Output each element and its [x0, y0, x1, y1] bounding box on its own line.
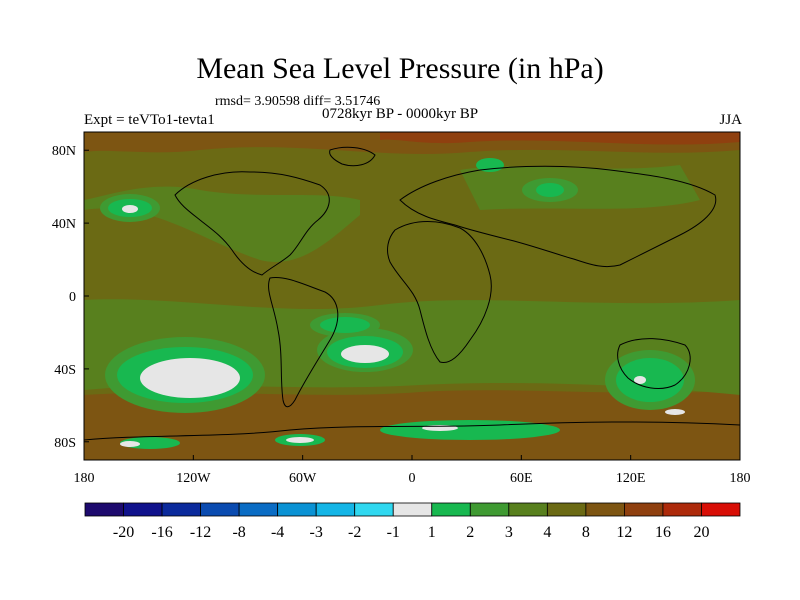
antarctica-coast [84, 421, 740, 441]
australia-coast [617, 338, 691, 389]
colorbar-box [508, 502, 548, 517]
colorbar-box [238, 502, 279, 517]
colorbar-label: -4 [271, 524, 284, 541]
patch-satlantic-core [341, 345, 389, 363]
patch-ross-core [120, 441, 140, 447]
colorbar-label: -3 [310, 524, 323, 541]
colorbar-box [431, 502, 471, 517]
coastlines [84, 146, 740, 441]
colorbar-label: 3 [505, 524, 513, 541]
colorbar-label: 4 [543, 524, 551, 541]
colorbar-label: 16 [655, 524, 671, 541]
map-area [84, 132, 740, 460]
colorbar: -20 -16 -12 -8 -4 -3 -2 -1 1 2 3 4 8 12 16 20 [84, 502, 741, 541]
colorbar-box [546, 502, 587, 517]
x-tick-label: 60W [289, 471, 317, 486]
field-asia [460, 165, 700, 210]
field-arctic-high [380, 132, 740, 145]
y-tick-label: 0 [69, 290, 76, 305]
colorbar-box [161, 502, 201, 517]
x-tick-label: 180 [730, 471, 751, 486]
y-axis: 80N 40N 0 40S 80S [52, 144, 89, 451]
patch-australia [616, 358, 684, 402]
y-tick-label: 40S [54, 363, 76, 378]
x-tick-label: 180 [74, 471, 95, 486]
x-tick-label: 120W [176, 471, 211, 486]
patch-antarctic [380, 420, 560, 440]
x-tick-label: 60E [510, 471, 533, 486]
colorbar-label: 20 [693, 524, 709, 541]
colorbar-label: 1 [428, 524, 436, 541]
greenland-coast [329, 146, 376, 167]
patch-weddell-core [286, 437, 314, 443]
stats-text: rmsd= 3.90598 diff= 3.51746 [215, 94, 381, 109]
colorbar-box [200, 502, 240, 517]
colorbar-box [354, 502, 394, 517]
colorbar-box [662, 502, 702, 517]
y-tick-label: 40N [52, 217, 76, 232]
africa-coast [387, 221, 492, 364]
patch-spacific-core [140, 358, 240, 398]
patch-australia-core [634, 376, 646, 384]
colorbar-label: -16 [151, 524, 172, 541]
x-tick-label: 120E [616, 471, 646, 486]
patch-tasman-core [665, 409, 685, 415]
colorbar-label: 12 [616, 524, 632, 541]
colorbar-box [469, 502, 510, 517]
patch-npacific-core [122, 205, 138, 213]
colorbar-box [315, 502, 356, 517]
patch-brazil [320, 317, 370, 333]
y-tick-label: 80N [52, 144, 76, 159]
season-label: JJA [719, 112, 742, 128]
colorbar-label: -1 [387, 524, 400, 541]
colorbar-label: 2 [466, 524, 474, 541]
colorbar-box [277, 502, 317, 517]
colorbar-box [123, 502, 163, 517]
x-axis: 180 120W 60W 0 60E 120E 180 [74, 455, 751, 486]
south-america-coast [268, 276, 339, 408]
colorbar-label: -20 [113, 524, 134, 541]
period-text: 0728kyr BP - 0000kyr BP [322, 106, 479, 122]
colorbar-label: 8 [582, 524, 590, 541]
colorbar-box [624, 502, 664, 517]
colorbar-box [585, 502, 625, 517]
north-america-coast [174, 171, 330, 276]
y-tick-label: 80S [54, 436, 76, 451]
patch-siberia [536, 183, 564, 197]
colorbar-label: -8 [232, 524, 245, 541]
colorbar-box [84, 502, 124, 517]
colorbar-box [701, 502, 741, 517]
colorbar-box [392, 502, 433, 517]
experiment-label: Expt = teVTo1-tevta1 [84, 112, 215, 128]
chart-title: Mean Sea Level Pressure (in hPa) [196, 52, 604, 85]
colorbar-label: -2 [348, 524, 361, 541]
eurasia-coast [399, 165, 717, 268]
colorbar-label: -12 [190, 524, 211, 541]
x-tick-label: 0 [409, 471, 416, 486]
